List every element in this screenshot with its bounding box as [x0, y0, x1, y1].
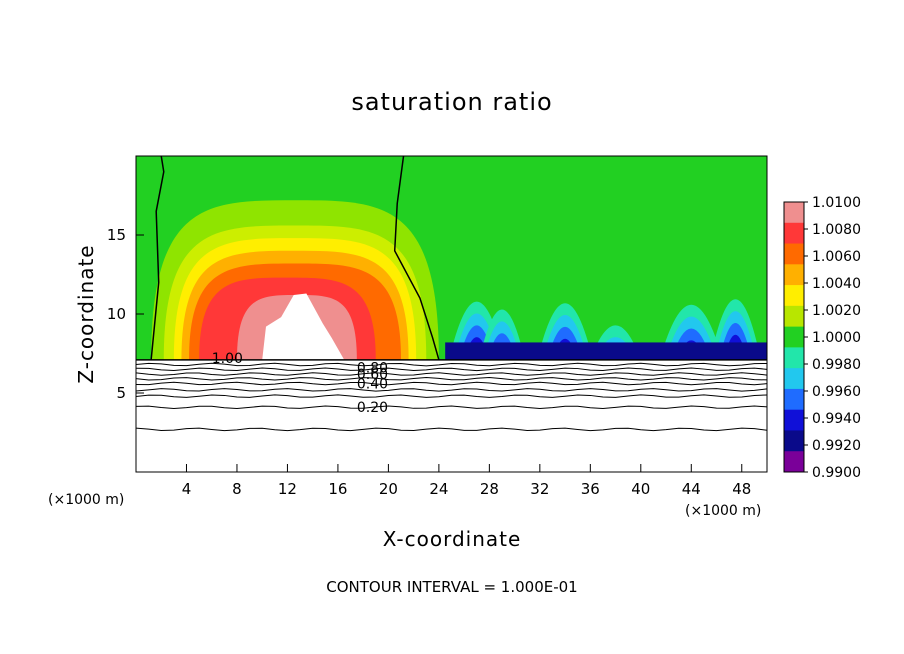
chart-title: saturation ratio: [351, 88, 553, 116]
x-tick-label-6: 28: [480, 480, 499, 498]
x-axis-ticks: 4 8 12 16 20 24 28 32 36 40 44 48: [182, 464, 751, 498]
colorbar-swatch-2: [784, 243, 804, 265]
x-tick-label-11: 48: [732, 480, 751, 498]
colorbar-label-5: 1.0000: [812, 330, 861, 346]
x-unit-right: (×1000 m): [685, 503, 762, 519]
contour-line-3: [135, 377, 768, 381]
contour-line-4: [135, 381, 768, 386]
colorbar-label-1: 1.0080: [812, 222, 861, 238]
contour-line-7: [135, 405, 768, 409]
contour-boundary-right: [393, 155, 440, 361]
x-unit-left: (×1000 m): [48, 492, 125, 508]
colorbar-swatch-0: [784, 202, 804, 224]
x-tick-label-7: 32: [530, 480, 549, 498]
colorbar-swatch-3: [784, 264, 804, 286]
colorbar-label-10: 0.9900: [812, 465, 861, 481]
colorbar-swatch-9: [784, 388, 804, 411]
colorbar-swatch-7: [784, 347, 804, 369]
contour-line-8: [135, 427, 768, 432]
x-tick-label-4: 20: [379, 480, 398, 498]
colorbar-label-6: 0.9980: [812, 357, 861, 373]
contour-labels: 1.00 0.800.600.40 0.20: [212, 351, 388, 416]
x-tick-label-10: 44: [682, 480, 701, 498]
contour-label-1: 0.80: [357, 361, 388, 377]
y-tick-label-1: 10: [107, 305, 126, 323]
colorbar-label-9: 0.9920: [812, 438, 861, 454]
contour-boundary-left: [150, 155, 165, 360]
colorbar-label-7: 0.9960: [812, 384, 861, 400]
x-tick-label-0: 4: [182, 480, 192, 498]
lower-region: [136, 359, 767, 472]
colorbar-label-3: 1.0040: [812, 276, 861, 292]
colorbar-swatch-4: [784, 285, 804, 307]
x-tick-label-5: 24: [429, 480, 448, 498]
y-tick-label-0: 5: [116, 384, 126, 402]
contour-line-2: [135, 372, 768, 376]
colorbar-swatch-5: [784, 305, 804, 328]
colorbar-swatch-10: [784, 409, 804, 431]
contour-interval-note: CONTOUR INTERVAL = 1.000E-01: [326, 578, 578, 596]
contour-label-2: 0.60: [357, 367, 388, 383]
heatmap-field: [136, 156, 767, 472]
contour-lines: [135, 155, 768, 432]
x-tick-label-3: 16: [328, 480, 347, 498]
colorbar-label-4: 1.0020: [812, 303, 861, 319]
x-tick-label-8: 36: [581, 480, 600, 498]
contour-line-5: [135, 388, 768, 392]
colorbar-swatch-12: [784, 451, 804, 473]
colorbar-swatch-11: [784, 430, 804, 452]
x-tick-label-1: 8: [232, 480, 242, 498]
contour-label-3: 0.40: [357, 377, 388, 393]
contour-label-4: 0.20: [357, 400, 388, 416]
cold-base-band: [445, 342, 767, 360]
contour-line-1: [135, 367, 768, 372]
colorbar-label-0: 1.0100: [812, 195, 861, 211]
x-tick-label-9: 40: [631, 480, 650, 498]
x-tick-label-2: 12: [278, 480, 297, 498]
contour-line-0: [135, 362, 768, 367]
colorbar-swatch-6: [784, 326, 804, 348]
y-axis-ticks: 5 10 15: [107, 226, 144, 402]
x-axis-label: X-coordinate: [382, 527, 522, 551]
colorbar-swatch-1: [784, 222, 804, 245]
colorbar-swatch-8: [784, 368, 804, 390]
colorbar: 1.0100 1.0080 1.0060 1.0040 1.0020 1.0000 0.99…: [783, 195, 861, 481]
y-axis-label: Z-coordinate: [74, 244, 98, 384]
colorbar-label-2: 1.0060: [812, 249, 861, 265]
contour-line-6: [135, 394, 768, 398]
y-tick-label-2: 15: [107, 226, 126, 244]
colorbar-label-8: 0.9940: [812, 411, 861, 427]
contour-label-0: 1.00: [212, 351, 243, 367]
cloud-region-left: [262, 293, 345, 360]
